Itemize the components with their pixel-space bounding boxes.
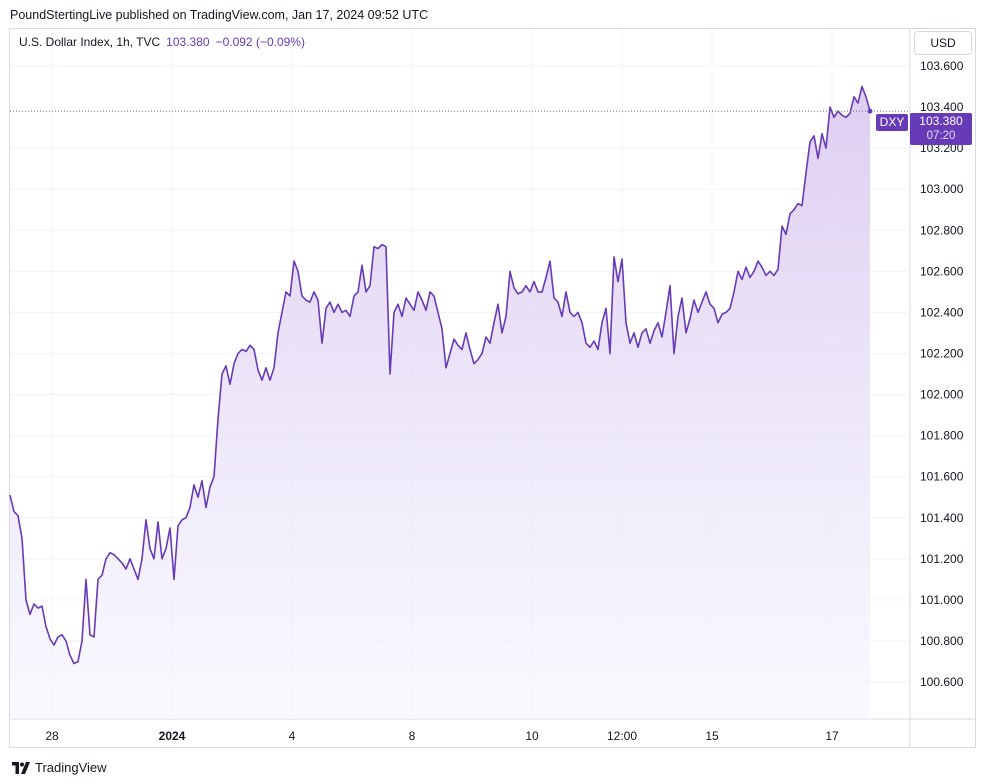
x-tick-label: 15 xyxy=(705,729,719,743)
brand-name: TradingView xyxy=(35,760,107,775)
legend-change: −0.092 (−0.09%) xyxy=(215,35,305,49)
price-line xyxy=(9,85,871,665)
y-tick-label: 101.000 xyxy=(920,593,964,607)
x-tick-label: 12:00 xyxy=(607,729,637,743)
legend-symbol: U.S. Dollar Index, 1h, TVC xyxy=(19,35,161,49)
y-tick-label: 103.000 xyxy=(920,182,964,196)
x-tick-label: 8 xyxy=(409,729,416,743)
y-tick-label: 102.000 xyxy=(920,388,964,402)
y-tick-label: 101.400 xyxy=(920,511,964,525)
bar-countdown: 07:20 xyxy=(926,130,956,142)
x-tick-label: 4 xyxy=(289,729,296,743)
publisher-attribution: PoundStertingLive published on TradingVi… xyxy=(10,8,429,22)
series-line xyxy=(9,85,910,665)
y-axis: 100.600 100.800 101.000 101.200 101.400 101.6… xyxy=(920,59,964,689)
chart-frame xyxy=(9,28,976,748)
tradingview-brand[interactable]: TradingView xyxy=(12,760,107,775)
currency-button[interactable]: USD xyxy=(914,31,972,55)
x-tick-label: 2024 xyxy=(159,729,186,743)
y-tick-label: 101.600 xyxy=(920,470,964,484)
y-tick-label: 101.200 xyxy=(920,552,964,566)
x-axis: 28 2024 4 8 10 12:00 15 17 xyxy=(45,729,839,743)
y-tick-label: 101.800 xyxy=(920,429,964,443)
y-tick-label: 102.800 xyxy=(920,223,964,237)
last-price-tag: 103.380 07:20 xyxy=(910,113,972,145)
x-tick-label: 28 xyxy=(45,729,59,743)
x-tick-label: 17 xyxy=(825,729,839,743)
symbol-legend: U.S. Dollar Index, 1h, TVC 103.380 −0.092 … xyxy=(19,35,305,49)
legend-last-price: 103.380 xyxy=(166,35,210,49)
tradingview-logo-icon xyxy=(12,761,30,774)
y-tick-label: 103.600 xyxy=(920,59,964,73)
x-tick-label: 10 xyxy=(525,729,539,743)
symbol-tag: DXY xyxy=(876,114,908,131)
area-path xyxy=(10,86,870,719)
y-tick-label: 102.200 xyxy=(920,346,964,360)
last-price-value: 103.380 xyxy=(919,114,963,128)
y-tick-label: 103.400 xyxy=(920,100,964,114)
y-tick-label: 100.600 xyxy=(920,675,964,689)
y-tick-label: 100.800 xyxy=(920,634,964,648)
y-tick-label: 102.600 xyxy=(920,264,964,278)
y-tick-label: 102.400 xyxy=(920,305,964,319)
last-point-marker xyxy=(867,108,873,114)
area-fill xyxy=(10,86,870,719)
